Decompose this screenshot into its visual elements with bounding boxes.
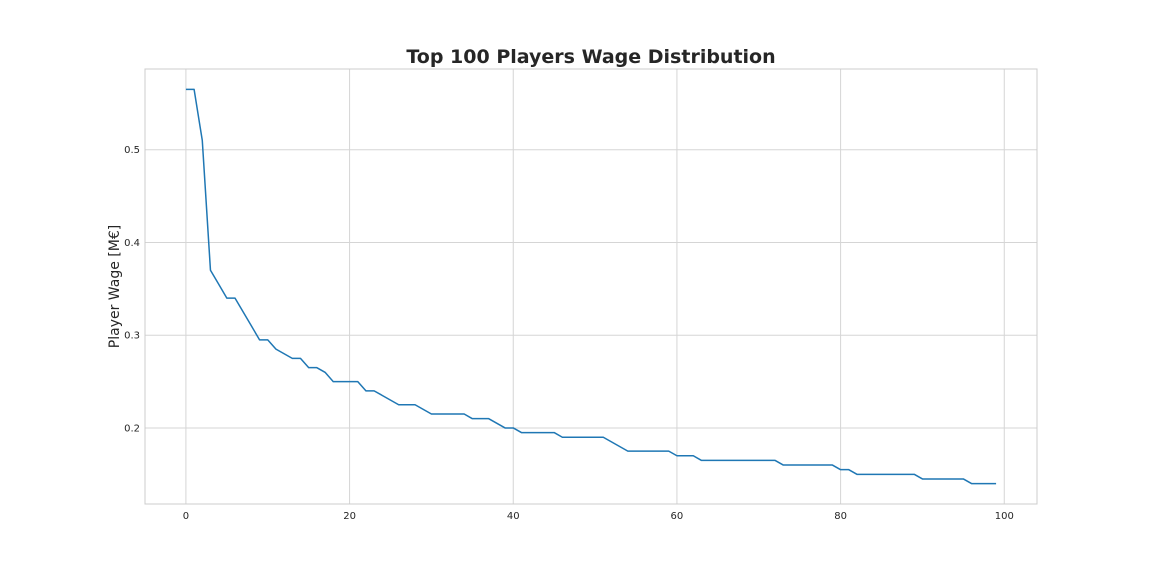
series-line bbox=[185, 88, 997, 485]
x-tick-label: 20 bbox=[343, 511, 356, 522]
x-tick-label: 0 bbox=[183, 511, 189, 522]
plot-frame bbox=[144, 68, 1038, 505]
grid bbox=[145, 69, 1037, 504]
y-tick-label: 0.2 bbox=[124, 423, 140, 434]
x-tick-label: 80 bbox=[834, 511, 847, 522]
x-tick-label: 100 bbox=[995, 511, 1014, 522]
tick-labels: 0 20 40 60 80 100 0.2 0.3 0.4 0.5 bbox=[124, 145, 1014, 522]
y-tick-label: 0.3 bbox=[124, 331, 140, 342]
x-tick-label: 40 bbox=[507, 511, 520, 522]
x-tick-label: 60 bbox=[671, 511, 684, 522]
y-tick-label: 0.4 bbox=[124, 238, 140, 249]
chart-title: Top 100 Players Wage Distribution bbox=[406, 46, 775, 68]
y-tick-label: 0.5 bbox=[124, 145, 140, 156]
y-axis-label: Player Wage [M€] bbox=[107, 225, 123, 348]
series-lines bbox=[185, 88, 997, 485]
